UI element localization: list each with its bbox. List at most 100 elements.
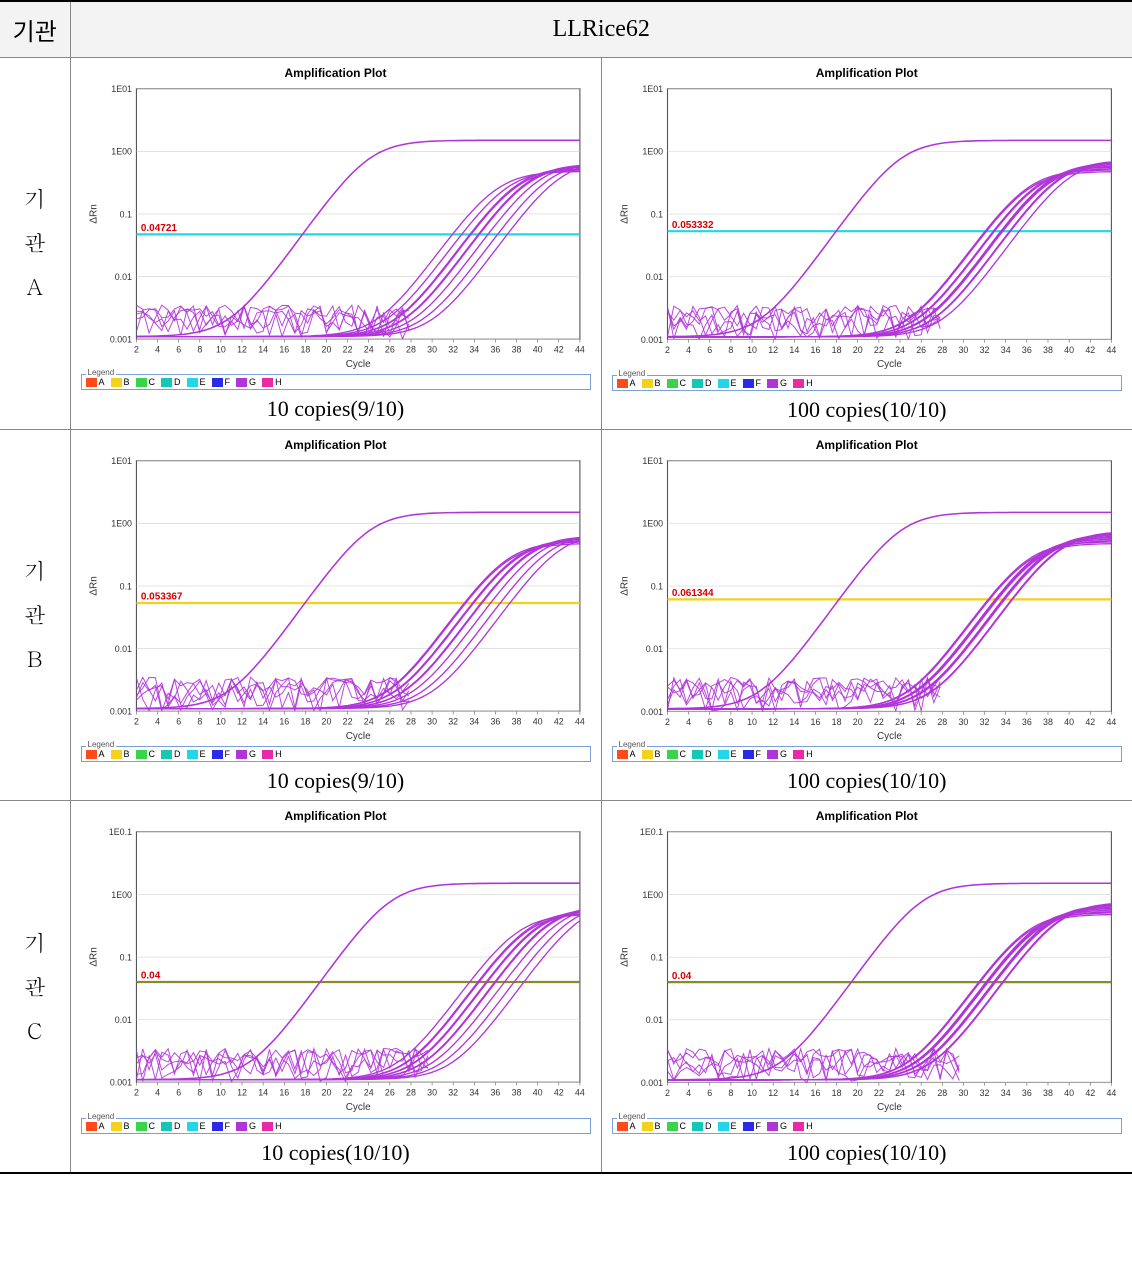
legend-item: A — [86, 377, 105, 387]
svg-text:16: 16 — [279, 345, 289, 355]
legend-item: E — [187, 377, 206, 387]
svg-text:32: 32 — [448, 716, 458, 726]
legend-item: B — [111, 1121, 130, 1131]
svg-text:4: 4 — [155, 1088, 160, 1098]
svg-text:32: 32 — [448, 345, 458, 355]
legend-item: E — [718, 378, 737, 388]
legend-item: G — [236, 377, 256, 387]
svg-text:0.001: 0.001 — [109, 706, 131, 716]
legend-item: H — [262, 377, 282, 387]
svg-text:2: 2 — [133, 345, 138, 355]
svg-text:26: 26 — [384, 345, 394, 355]
svg-text:16: 16 — [810, 1088, 820, 1098]
svg-text:28: 28 — [937, 345, 947, 355]
svg-text:38: 38 — [511, 1088, 521, 1098]
svg-text:0.1: 0.1 — [119, 581, 131, 591]
svg-text:0.01: 0.01 — [114, 1015, 131, 1025]
legend-item: F — [743, 1121, 762, 1131]
svg-text:24: 24 — [363, 345, 373, 355]
legend-item: F — [212, 377, 231, 387]
svg-text:12: 12 — [237, 345, 247, 355]
legend-box: LegendABCDEFGH — [81, 746, 591, 762]
legend-item: G — [767, 378, 787, 388]
legend-item: A — [617, 378, 636, 388]
svg-text:40: 40 — [1064, 345, 1074, 355]
svg-text:6: 6 — [176, 716, 181, 726]
legend-item: G — [236, 749, 256, 759]
svg-text:0.01: 0.01 — [114, 644, 131, 654]
svg-text:30: 30 — [958, 716, 968, 726]
svg-text:0.04: 0.04 — [140, 971, 160, 982]
svg-text:0.1: 0.1 — [650, 209, 662, 219]
svg-text:24: 24 — [895, 1088, 905, 1098]
plot-cell: Amplification Plot0.0010.010.11E001E0124… — [70, 429, 601, 801]
svg-text:14: 14 — [258, 345, 268, 355]
amplification-plot-svg: 0.0010.010.11E001E0124681012141618202224… — [612, 82, 1123, 371]
row-header: 기관A — [0, 58, 70, 430]
plot-caption: 100 copies(10/10) — [612, 1134, 1123, 1166]
svg-text:44: 44 — [574, 716, 584, 726]
amplification-plot-svg: 0.0010.010.11E001E0124681012141618202224… — [81, 82, 591, 370]
svg-text:1E00: 1E00 — [111, 518, 132, 528]
svg-text:24: 24 — [363, 716, 373, 726]
svg-text:42: 42 — [1085, 1088, 1095, 1098]
svg-text:0.1: 0.1 — [119, 209, 131, 219]
svg-text:14: 14 — [789, 1088, 799, 1098]
svg-text:30: 30 — [427, 345, 437, 355]
svg-text:0.001: 0.001 — [109, 1078, 131, 1088]
svg-text:6: 6 — [176, 345, 181, 355]
plot-caption: 100 copies(10/10) — [612, 762, 1123, 794]
svg-text:2: 2 — [665, 345, 670, 355]
svg-text:10: 10 — [747, 716, 757, 726]
legend-item: C — [667, 1121, 687, 1131]
svg-text:32: 32 — [979, 1088, 989, 1098]
legend-item: C — [136, 1121, 156, 1131]
svg-text:42: 42 — [553, 1088, 563, 1098]
svg-text:26: 26 — [916, 345, 926, 355]
svg-text:18: 18 — [300, 345, 310, 355]
legend-item: A — [617, 1121, 636, 1131]
svg-text:38: 38 — [1043, 1088, 1053, 1098]
svg-text:42: 42 — [1085, 716, 1095, 726]
layout-table: 기관 LLRice62 기관AAmplification Plot0.0010.… — [0, 0, 1132, 1174]
svg-text:ΔRn: ΔRn — [619, 576, 630, 595]
svg-text:0.1: 0.1 — [650, 581, 662, 591]
svg-text:30: 30 — [427, 1088, 437, 1098]
legend-item: B — [111, 377, 130, 387]
legend-item: D — [161, 749, 181, 759]
svg-text:ΔRn: ΔRn — [88, 576, 99, 595]
legend-item: D — [692, 1121, 712, 1131]
plot-title: Amplification Plot — [612, 809, 1123, 823]
legend-box: LegendABCDEFGH — [81, 374, 591, 390]
legend-item: F — [212, 1121, 231, 1131]
svg-text:14: 14 — [258, 1088, 268, 1098]
svg-text:2: 2 — [665, 716, 670, 726]
svg-text:22: 22 — [342, 716, 352, 726]
plot-title: Amplification Plot — [81, 66, 591, 80]
svg-text:40: 40 — [532, 1088, 542, 1098]
svg-text:0.01: 0.01 — [645, 1015, 662, 1025]
svg-text:8: 8 — [728, 345, 733, 355]
svg-text:12: 12 — [768, 1088, 778, 1098]
svg-text:1E00: 1E00 — [111, 147, 132, 157]
plot-cell: Amplification Plot0.0010.010.11E001E0.12… — [70, 801, 601, 1173]
svg-text:10: 10 — [747, 1088, 757, 1098]
svg-text:22: 22 — [342, 1088, 352, 1098]
svg-text:16: 16 — [279, 716, 289, 726]
svg-text:12: 12 — [237, 716, 247, 726]
svg-text:22: 22 — [873, 345, 883, 355]
svg-text:20: 20 — [852, 345, 862, 355]
svg-text:ΔRn: ΔRn — [88, 204, 99, 223]
header-col1: 기관 — [0, 1, 70, 58]
svg-text:28: 28 — [406, 1088, 416, 1098]
svg-text:24: 24 — [895, 716, 905, 726]
svg-text:40: 40 — [1064, 1088, 1074, 1098]
svg-text:28: 28 — [406, 716, 416, 726]
svg-text:42: 42 — [553, 716, 563, 726]
svg-text:4: 4 — [686, 716, 691, 726]
svg-text:Cycle: Cycle — [345, 359, 370, 370]
svg-text:0.01: 0.01 — [645, 644, 662, 654]
svg-text:20: 20 — [321, 345, 331, 355]
legend-item: B — [642, 749, 661, 759]
legend-item: H — [262, 1121, 282, 1131]
